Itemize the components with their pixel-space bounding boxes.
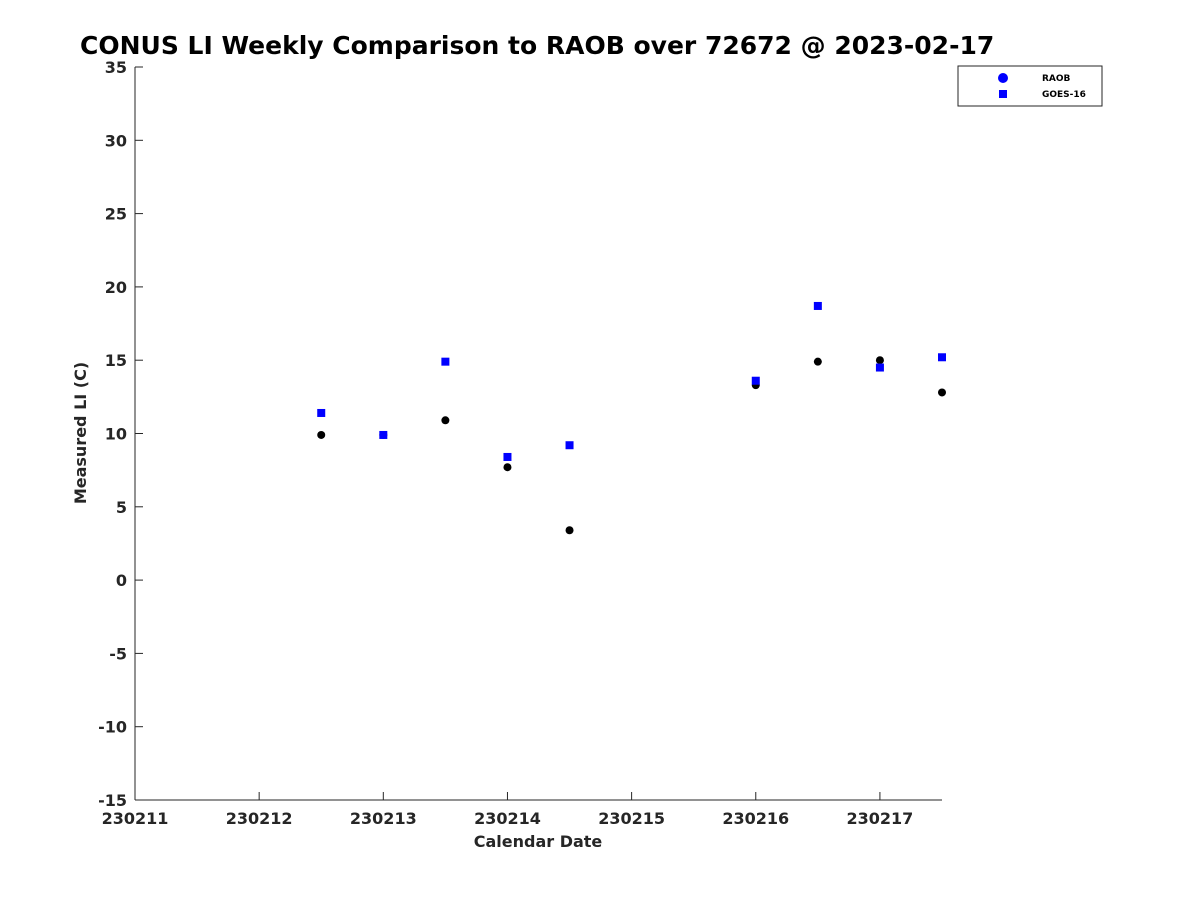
raob-point bbox=[813, 357, 822, 366]
legend-raob-marker bbox=[998, 73, 1008, 83]
legend-raob-label: RAOB bbox=[1042, 74, 1071, 84]
goes16-point bbox=[379, 430, 388, 439]
raob-point bbox=[503, 463, 512, 472]
raob-point bbox=[317, 430, 326, 439]
x-tick-label: 230213 bbox=[350, 809, 417, 828]
y-tick-label: -5 bbox=[109, 644, 127, 663]
y-tick-label: -15 bbox=[98, 791, 127, 810]
legend-box bbox=[957, 65, 1103, 107]
y-tick-label: -10 bbox=[98, 718, 127, 737]
goes16-point bbox=[317, 408, 326, 417]
goes16-point bbox=[503, 452, 512, 461]
raob-point bbox=[938, 388, 946, 397]
legend-goes16-marker bbox=[999, 90, 1007, 98]
x-tick-label: 230216 bbox=[722, 809, 789, 828]
legend-goes16-label: GOES-16 bbox=[1042, 90, 1086, 100]
y-tick-label: 25 bbox=[105, 205, 127, 224]
goes16-point bbox=[875, 363, 884, 372]
x-tick-label: 230217 bbox=[847, 809, 914, 828]
raob-point bbox=[441, 416, 450, 425]
axes bbox=[134, 67, 942, 801]
raob-point bbox=[875, 356, 884, 365]
legend: RAOB GOES-16 bbox=[957, 65, 1103, 107]
x-ticks: 230211 230212 230213 230214 230215 230216 2302… bbox=[102, 792, 914, 828]
x-axis-label: Calendar Date bbox=[474, 832, 603, 851]
x-tick-label: 230215 bbox=[598, 809, 665, 828]
goes16-point bbox=[938, 353, 946, 362]
y-tick-label: 15 bbox=[105, 351, 127, 370]
chart-title: CONUS LI Weekly Comparison to RAOB over … bbox=[80, 31, 994, 60]
x-tick-label: 230212 bbox=[226, 809, 293, 828]
raob-point bbox=[565, 526, 574, 535]
goes16-point bbox=[813, 301, 822, 310]
x-tick-label: 230211 bbox=[102, 809, 169, 828]
data-points bbox=[317, 301, 946, 535]
goes16-point bbox=[441, 357, 450, 366]
y-tick-label: 0 bbox=[116, 571, 127, 590]
y-tick-label: 30 bbox=[105, 131, 127, 150]
y-tick-label: 10 bbox=[105, 425, 127, 444]
y-axis-label: Measured LI (C) bbox=[71, 362, 90, 504]
y-tick-label: 5 bbox=[116, 498, 127, 517]
y-ticks: 35 30 25 20 15 10 5 0 -5 -10 -15 bbox=[98, 58, 143, 810]
x-tick-label: 230214 bbox=[474, 809, 541, 828]
goes16-point bbox=[565, 441, 574, 450]
goes16-point bbox=[751, 376, 760, 385]
y-tick-label: 35 bbox=[105, 58, 127, 77]
y-tick-label: 20 bbox=[105, 278, 127, 297]
